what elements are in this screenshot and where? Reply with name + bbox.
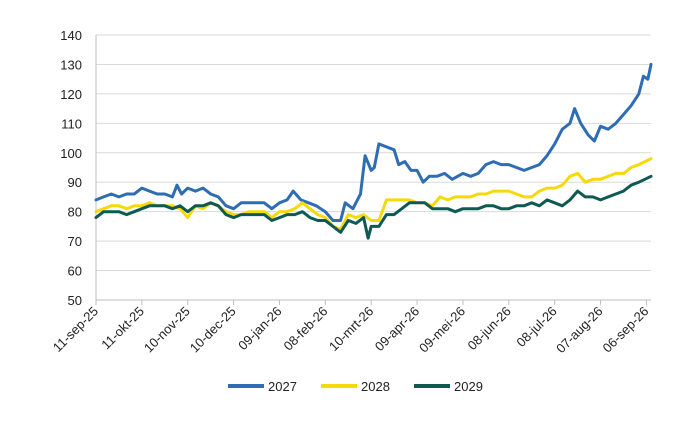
x-tick-label: 07-aug-26 [553,304,606,357]
legend-label-2029: 2029 [454,379,483,394]
x-tick-label: 09-mei-26 [416,304,468,356]
x-tick-label: 08-jul-26 [513,304,559,350]
x-tick-label: 10-mrt-26 [326,304,376,354]
y-tick-label: 140 [60,28,82,43]
x-tick-label: 10-nov-25 [141,304,193,356]
series-line-2028 [94,157,653,231]
y-tick-label: 80 [68,205,82,220]
legend-label-2028: 2028 [361,379,390,394]
x-tick-label: 09-jan-26 [235,304,284,353]
series-lines [94,62,653,240]
x-tick-label: 08-feb-26 [280,304,330,354]
x-tick-label: 08-jun-26 [464,304,513,353]
x-tick-label: 09-apr-26 [372,304,422,354]
series-line-2029 [94,174,653,240]
y-tick-label: 120 [60,87,82,102]
y-tick-label: 100 [60,146,82,161]
x-tick-label: 11-sep-25 [50,304,101,355]
y-tick-label: 70 [68,234,82,249]
y-tick-label: 50 [68,293,82,308]
y-tick-label: 90 [68,175,82,190]
x-axis: 11-sep-2511-okt-2510-nov-2510-dec-2509-j… [50,299,652,357]
y-tick-label: 60 [68,264,82,279]
x-tick-label: 10-dec-25 [187,304,239,356]
legend: 2027 2028 2029 [228,379,483,394]
y-axis: 50 60 70 80 90 100 110 120 130 140 [60,28,97,308]
y-tick-label: 130 [60,57,82,72]
series-line-2027 [94,62,653,222]
y-tick-label: 110 [61,116,82,131]
legend-label-2027: 2027 [268,379,297,394]
x-tick-label: 06-sep-26 [600,304,652,356]
